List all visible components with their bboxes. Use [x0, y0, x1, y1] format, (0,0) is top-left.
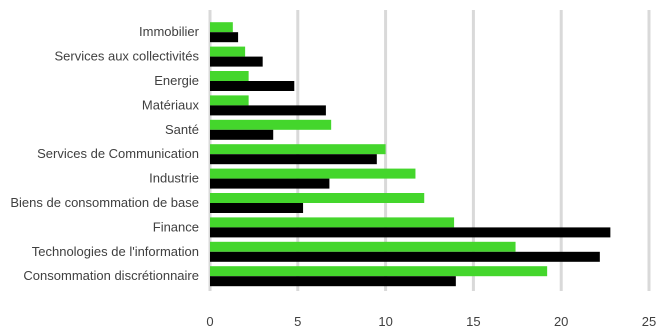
x-tick-label-5: 25 [642, 314, 656, 329]
category-label-7: Biens de consommation de base [10, 195, 199, 210]
bar-series0-0 [210, 22, 233, 33]
bar-series0-1 [210, 46, 246, 57]
x-axis-tick-labels: 0 5 10 15 20 25 [206, 314, 656, 329]
bar-series1-3 [210, 105, 326, 116]
x-tick-label-4: 20 [554, 314, 568, 329]
bar-series0-6 [210, 168, 416, 179]
category-label-4: Santé [165, 122, 199, 137]
x-tick-label-3: 15 [466, 314, 480, 329]
bar-series0-7 [210, 193, 425, 203]
category-label-3: Matériaux [142, 97, 200, 112]
bar-series1-2 [210, 81, 295, 91]
bar-series0-3 [210, 95, 249, 106]
bars [210, 22, 611, 287]
bar-series0-10 [210, 266, 548, 277]
category-label-0: Immobilier [139, 24, 200, 39]
category-label-8: Finance [153, 219, 199, 234]
bar-series0-4 [210, 119, 332, 130]
bar-series0-5 [210, 144, 386, 155]
bar-series1-8 [210, 227, 611, 238]
bar-series1-7 [210, 203, 304, 213]
x-tick-label-1: 5 [294, 314, 301, 329]
x-tick-label-2: 10 [378, 314, 392, 329]
category-label-2: Energie [154, 73, 199, 88]
category-label-1: Services aux collectivités [55, 49, 200, 64]
bar-series1-10 [210, 276, 456, 287]
bar-series0-9 [210, 241, 516, 252]
category-label-10: Consommation discrétionnaire [23, 268, 199, 283]
bar-series1-6 [210, 178, 330, 189]
bar-series1-0 [210, 32, 239, 43]
bar-series1-5 [210, 154, 377, 165]
bar-series0-2 [210, 71, 249, 81]
x-tick-label-0: 0 [206, 314, 213, 329]
category-label-5: Services de Communication [37, 146, 199, 161]
category-labels: Immobilier Services aux collectivités Ener… [10, 24, 199, 283]
bar-series1-9 [210, 251, 600, 262]
bar-series1-4 [210, 129, 274, 140]
bar-series1-1 [210, 56, 263, 67]
category-label-9: Technologies de l'information [32, 244, 199, 259]
bar-series0-8 [210, 217, 455, 228]
category-label-6: Industrie [149, 171, 199, 186]
